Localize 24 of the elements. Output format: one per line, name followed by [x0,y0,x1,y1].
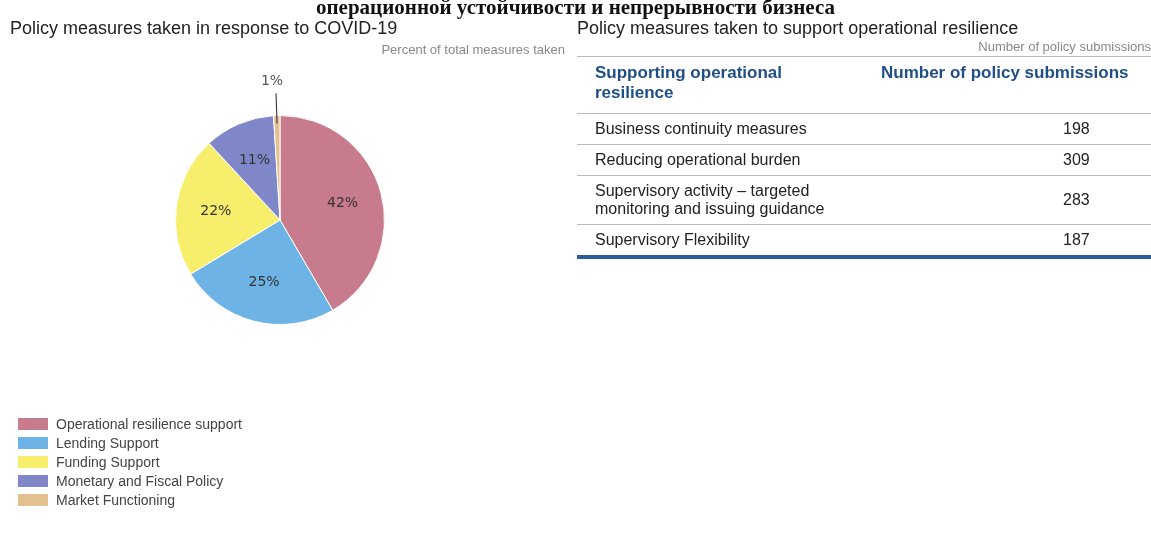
data-label: 309 [863,144,1151,176]
legend-label: Operational resilience support [56,415,242,432]
data-label: 11% [238,151,271,168]
text: Supporting operational resilience [594,62,783,104]
legend-label: Lending Support [56,434,159,451]
text: Number of policy submissions [577,39,1151,57]
category-label: Business continuity measures [577,113,863,145]
data-label: 187 [863,224,1151,257]
legend-label: Funding Support [56,453,160,470]
data-label: 42% [326,193,359,210]
category-label: Supervisory Flexibility [577,224,863,257]
text: Number of policy submissions [880,62,1130,84]
data-label: 283 [863,175,1151,225]
text: Percent of total measures taken [381,42,565,57]
legend-label: Market Functioning [56,491,176,508]
category-label: Reducing operational burden [577,144,863,176]
data-label: 22% [200,201,232,218]
data-label: 198 [863,113,1151,145]
legend-label: Monetary and Fiscal Policy [56,472,224,489]
text: Policy measures taken to support operational resilience [577,18,1020,39]
data-label: 1% [260,72,284,89]
chart-title: Policy measures taken in response to COVID-19 [10,18,398,39]
category-label: Supervisory activity – targeted monitoring and issuing guidance [577,175,863,225]
data-label: 25% [248,273,280,290]
